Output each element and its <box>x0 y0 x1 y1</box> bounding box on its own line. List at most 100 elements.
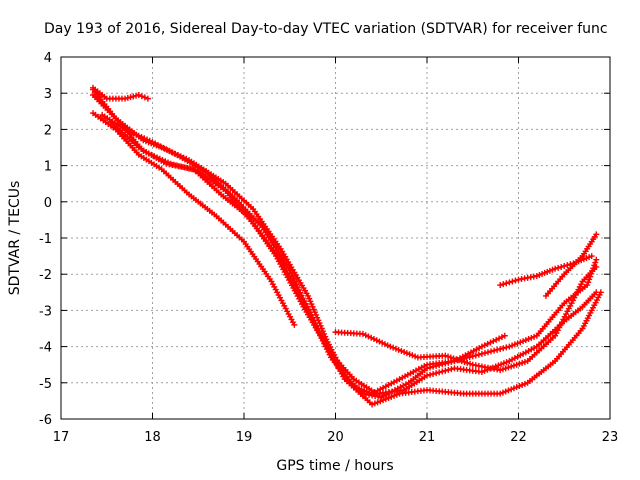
data-point-marker <box>517 339 524 346</box>
data-point-marker <box>561 263 568 270</box>
data-point-marker <box>370 335 377 342</box>
data-point-marker <box>478 368 485 375</box>
x-tick-label: 23 <box>602 430 619 445</box>
data-point-marker <box>555 264 562 271</box>
data-point-marker <box>369 401 376 408</box>
data-point-marker <box>519 359 526 366</box>
x-tick-label: 19 <box>236 430 253 445</box>
data-point-marker <box>371 400 378 407</box>
data-point-marker <box>502 388 509 395</box>
y-tick-label: 1 <box>44 160 52 175</box>
data-point-marker <box>365 333 372 340</box>
chart-title: Day 193 of 2016, Sidereal Day-to-day VTE… <box>44 21 608 37</box>
data-point-marker <box>501 332 508 339</box>
data-point-marker <box>427 371 434 378</box>
data-point-marker <box>442 352 449 359</box>
data-point-marker <box>585 279 592 286</box>
data-point-marker <box>130 93 137 100</box>
data-point-marker <box>478 350 485 357</box>
data-point-marker <box>584 282 591 289</box>
data-point-marker <box>390 344 397 351</box>
data-point-marker <box>514 340 521 347</box>
data-point-marker <box>382 396 389 403</box>
data-point-marker <box>488 348 495 355</box>
data-point-marker <box>505 387 512 394</box>
data-point-marker <box>593 263 600 270</box>
data-point-marker <box>525 335 532 342</box>
data-point-marker <box>509 278 516 285</box>
data-point-marker <box>379 339 386 346</box>
data-point-marker <box>362 332 369 339</box>
series-arc-7 <box>332 263 600 374</box>
data-point-marker <box>127 94 134 101</box>
data-point-marker <box>503 280 510 287</box>
series-line <box>91 88 598 399</box>
data-point-marker <box>388 393 395 400</box>
data-point-marker <box>307 298 314 305</box>
data-point-marker <box>491 347 498 354</box>
x-axis-label: GPS time / hours <box>276 458 393 474</box>
data-point-marker <box>305 292 312 299</box>
y-tick-label: -6 <box>39 413 52 428</box>
grid-lines <box>61 57 610 419</box>
y-tick-label: 3 <box>44 87 52 102</box>
data-point-marker <box>310 306 317 313</box>
data-point-marker <box>593 289 600 296</box>
y-tick-label: -4 <box>39 341 52 356</box>
data-point-marker <box>506 279 513 286</box>
data-point-marker <box>558 263 565 270</box>
y-axis-label: SDTVAR / TECUs <box>7 181 23 296</box>
data-point-marker <box>497 390 504 397</box>
data-point-marker <box>513 361 520 368</box>
data-point-marker <box>122 95 129 102</box>
data-point-marker <box>392 345 399 352</box>
data-point-marker <box>456 357 463 364</box>
x-tick-label: 22 <box>510 430 527 445</box>
data-point-marker <box>138 134 145 141</box>
data-point-marker <box>409 352 416 359</box>
series-line <box>544 233 598 298</box>
data-point-marker <box>133 131 140 138</box>
data-point-marker <box>122 126 129 133</box>
data-point-marker <box>512 277 519 284</box>
data-point-marker <box>564 262 571 269</box>
data-point-marker <box>503 359 510 366</box>
data-point-marker <box>385 395 392 402</box>
data-point-marker <box>448 366 455 373</box>
data-point-marker <box>450 355 457 362</box>
data-point-marker <box>412 353 419 360</box>
y-tick-label: -1 <box>39 232 52 247</box>
data-point-marker <box>387 343 394 350</box>
data-point-marker <box>458 358 465 365</box>
data-point-marker <box>398 347 405 354</box>
data-point-marker <box>552 265 559 272</box>
data-point-marker <box>313 311 320 318</box>
data-point-marker <box>499 366 506 373</box>
data-point-marker <box>430 370 437 377</box>
data-point-marker <box>359 330 366 337</box>
data-point-marker <box>381 341 388 348</box>
x-tick-label: 18 <box>144 430 161 445</box>
data-point-marker <box>308 301 315 308</box>
data-point-marker <box>135 132 142 139</box>
x-tick-label: 21 <box>419 430 436 445</box>
series-arc-9 <box>542 231 600 299</box>
data-point-marker <box>494 346 501 353</box>
data-point-marker <box>306 295 313 302</box>
y-tick-label: 4 <box>44 51 52 66</box>
data-point-marker <box>506 343 513 350</box>
data-point-marker <box>469 353 476 360</box>
data-point-marker <box>522 337 529 344</box>
data-point-marker <box>130 130 137 137</box>
data-point-marker <box>291 321 298 328</box>
data-point-marker <box>315 317 322 324</box>
data-point-marker <box>503 344 510 351</box>
data-point-marker <box>508 386 515 393</box>
series-line <box>91 112 296 326</box>
data-point-marker <box>442 367 449 374</box>
data-point-marker <box>380 397 387 404</box>
data-point-marker <box>447 354 454 361</box>
data-point-marker <box>377 398 384 405</box>
data-point-marker <box>593 256 600 263</box>
data-series <box>90 84 604 408</box>
